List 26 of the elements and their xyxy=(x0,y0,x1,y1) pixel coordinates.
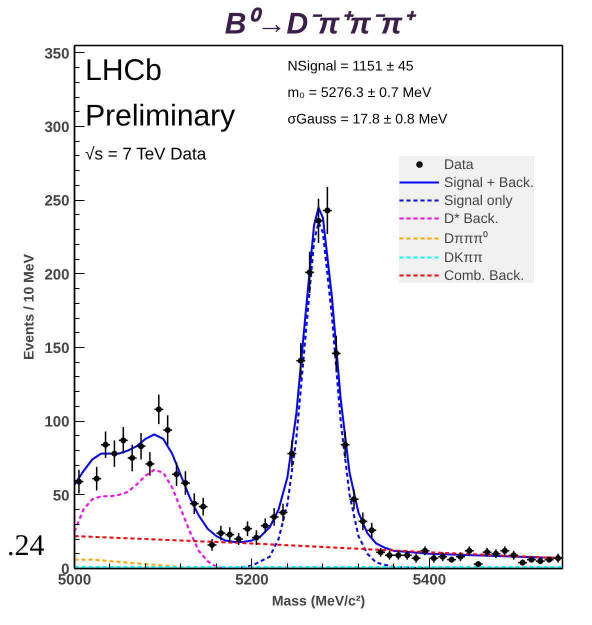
y-tick-label: 200 xyxy=(44,266,70,284)
x-tick-label: 5400 xyxy=(412,572,446,588)
y-tick-label: 350 xyxy=(44,45,70,62)
annotation: NSignal = 1151 ± 45 xyxy=(287,57,414,74)
y-tick-label: 50 xyxy=(52,487,70,504)
x-tick-label: 5200 xyxy=(235,572,269,588)
y-tick-label: 150 xyxy=(44,340,70,358)
legend-label: Dπππ⁰ xyxy=(444,229,488,247)
annotation: LHCb xyxy=(85,54,162,87)
text: .24 xyxy=(7,528,44,564)
legend-label: Signal only xyxy=(444,192,512,208)
annotation: Preliminary xyxy=(85,99,236,132)
legend-label: Comb. Back. xyxy=(444,267,524,283)
legend-label: Signal + Back. xyxy=(444,174,534,190)
legend-label: D* Back. xyxy=(444,210,498,226)
chart-title: B⁰→D⁻π⁺π⁻π⁺ xyxy=(224,6,418,40)
x-axis-title: Mass (MeV/c²) xyxy=(272,592,366,608)
y-tick-label: 250 xyxy=(44,192,70,210)
annotation: m₀ = 5276.3 ± 0.7 MeV xyxy=(287,84,432,100)
legend-label: Data xyxy=(444,156,474,172)
legend-label: DKππ xyxy=(444,249,483,265)
y-axis-title: Events / 10 MeV xyxy=(20,253,36,360)
y-tick-label: 100 xyxy=(44,414,70,431)
annotation: √s = 7 TeV Data xyxy=(85,144,207,164)
y-tick-label: 300 xyxy=(44,119,70,136)
annotation: σGauss = 17.8 ± 0.8 MeV xyxy=(287,110,448,127)
